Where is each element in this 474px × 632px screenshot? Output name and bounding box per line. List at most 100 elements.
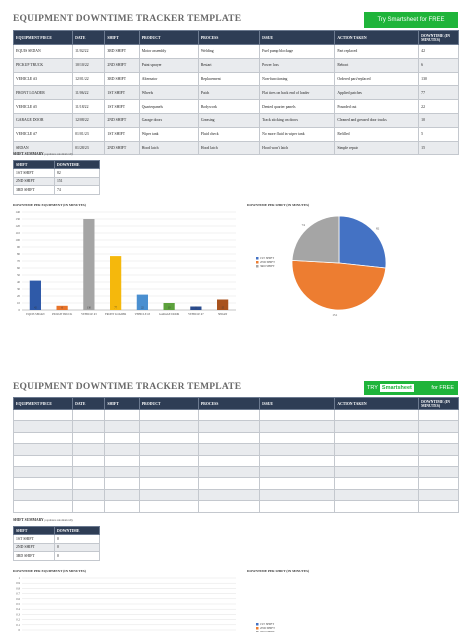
table-cell[interactable]: VEHICLE #7 — [12, 126, 74, 142]
table-cell[interactable] — [418, 477, 459, 490]
table-cell[interactable]: Hood won't latch — [259, 140, 336, 156]
table-cell[interactable] — [138, 420, 199, 433]
table-cell[interactable]: Bodywork — [197, 99, 261, 114]
table-cell[interactable] — [12, 488, 74, 502]
table-cell[interactable] — [72, 431, 106, 445]
table-cell[interactable] — [259, 488, 336, 502]
table-cell[interactable] — [418, 420, 459, 433]
table-cell[interactable]: Non-functioning — [259, 71, 336, 87]
table-cell[interactable]: 0 — [54, 542, 100, 552]
table-cell[interactable]: 1ST SHIFT — [104, 126, 140, 142]
table-cell[interactable] — [418, 488, 459, 502]
table-cell[interactable]: 2ND SHIFT — [104, 57, 140, 73]
table-cell[interactable]: Power loss — [259, 57, 336, 73]
table-cell[interactable] — [104, 488, 140, 502]
table-cell[interactable]: Simple repair — [334, 140, 420, 156]
table-cell[interactable] — [334, 477, 420, 490]
table-cell[interactable] — [138, 408, 199, 422]
table-cell[interactable] — [418, 443, 459, 456]
table-cell[interactable] — [12, 477, 74, 490]
table-cell[interactable] — [334, 465, 420, 479]
table-cell[interactable] — [197, 443, 261, 456]
table-cell[interactable] — [418, 408, 459, 422]
table-cell[interactable]: 0 — [54, 534, 100, 544]
table-cell[interactable] — [418, 500, 459, 513]
table-cell[interactable]: 0 — [54, 551, 100, 561]
table-cell[interactable]: No more fluid in wiper tank — [259, 126, 336, 142]
table-cell[interactable]: 1ST SHIFT — [13, 168, 55, 178]
table-cell[interactable] — [104, 454, 140, 467]
table-cell[interactable]: 12/08/22 — [72, 112, 106, 128]
table-cell[interactable]: Replacement — [197, 71, 261, 87]
table-cell[interactable] — [138, 443, 199, 456]
table-cell[interactable] — [197, 465, 261, 479]
table-cell[interactable] — [334, 500, 420, 513]
table-cell[interactable] — [72, 420, 106, 433]
table-cell[interactable]: VEHICLE #5 — [12, 99, 74, 114]
table-cell[interactable]: VEHICLE #3 — [12, 71, 74, 87]
table-cell[interactable] — [334, 454, 420, 467]
table-cell[interactable]: 77 — [418, 85, 459, 101]
table-cell[interactable]: 82 — [54, 168, 100, 178]
table-cell[interactable]: Pounded out — [334, 99, 420, 114]
table-cell[interactable] — [12, 465, 74, 479]
table-cell[interactable] — [104, 443, 140, 456]
table-cell[interactable] — [259, 431, 336, 445]
table-cell[interactable]: Track sticking on doors — [259, 112, 336, 128]
table-cell[interactable]: 1ST SHIFT — [104, 99, 140, 114]
table-cell[interactable] — [104, 465, 140, 479]
table-cell[interactable]: 3RD SHIFT — [104, 44, 140, 59]
table-cell[interactable] — [72, 500, 106, 513]
table-cell[interactable]: Cleaned and greased door tracks — [334, 112, 420, 128]
table-cell[interactable] — [197, 408, 261, 422]
table-cell[interactable] — [12, 443, 74, 456]
table-cell[interactable]: 42 — [418, 44, 459, 59]
table-cell[interactable]: Fluid check — [197, 126, 261, 142]
table-cell[interactable]: PICKUP TRUCK — [12, 57, 74, 73]
table-cell[interactable] — [72, 465, 106, 479]
table-cell[interactable]: 130 — [418, 71, 459, 87]
table-cell[interactable]: Applied patches — [334, 85, 420, 101]
table-cell[interactable]: 3RD SHIFT — [104, 71, 140, 87]
table-cell[interactable] — [197, 431, 261, 445]
table-cell[interactable]: Refilled — [334, 126, 420, 142]
table-cell[interactable] — [138, 465, 199, 479]
table-cell[interactable]: Part replaced — [334, 44, 420, 59]
table-cell[interactable] — [334, 420, 420, 433]
table-cell[interactable]: Reboot — [334, 57, 420, 73]
table-cell[interactable]: 1ST SHIFT — [104, 85, 140, 101]
table-cell[interactable]: 11/02/22 — [72, 44, 106, 59]
table-cell[interactable]: EQUIS SEDAN — [12, 44, 74, 59]
table-cell[interactable] — [12, 431, 74, 445]
table-cell[interactable]: Quarterpanels — [138, 99, 199, 114]
table-cell[interactable]: 22 — [418, 99, 459, 114]
table-cell[interactable] — [259, 454, 336, 467]
table-cell[interactable] — [197, 454, 261, 467]
table-cell[interactable] — [138, 454, 199, 467]
table-cell[interactable]: Wheels — [138, 85, 199, 101]
table-cell[interactable]: FRONT LOADER — [12, 85, 74, 101]
table-cell[interactable]: 151 — [54, 176, 100, 186]
table-cell[interactable]: Fuel pump blockage — [259, 44, 336, 59]
table-cell[interactable] — [138, 500, 199, 513]
table-cell[interactable] — [138, 431, 199, 445]
table-cell[interactable] — [12, 420, 74, 433]
table-cell[interactable] — [259, 465, 336, 479]
table-cell[interactable]: 10/10/22 — [72, 57, 106, 73]
table-cell[interactable]: 15 — [418, 140, 459, 156]
table-cell[interactable]: Welding — [197, 44, 261, 59]
table-cell[interactable]: 2ND SHIFT — [104, 140, 140, 156]
table-cell[interactable]: Hood latch — [138, 140, 199, 156]
table-cell[interactable]: 74 — [54, 185, 100, 195]
table-cell[interactable]: Restart — [197, 57, 261, 73]
table-cell[interactable]: Wiper tank — [138, 126, 199, 142]
table-cell[interactable]: 12/01/22 — [72, 71, 106, 87]
table-cell[interactable]: 6 — [418, 57, 459, 73]
table-cell[interactable] — [72, 454, 106, 467]
table-cell[interactable]: 01/01/23 — [72, 126, 106, 142]
table-cell[interactable]: 3RD SHIFT — [13, 185, 55, 195]
table-cell[interactable] — [259, 420, 336, 433]
table-cell[interactable] — [334, 443, 420, 456]
table-cell[interactable] — [72, 488, 106, 502]
table-cell[interactable] — [418, 431, 459, 445]
